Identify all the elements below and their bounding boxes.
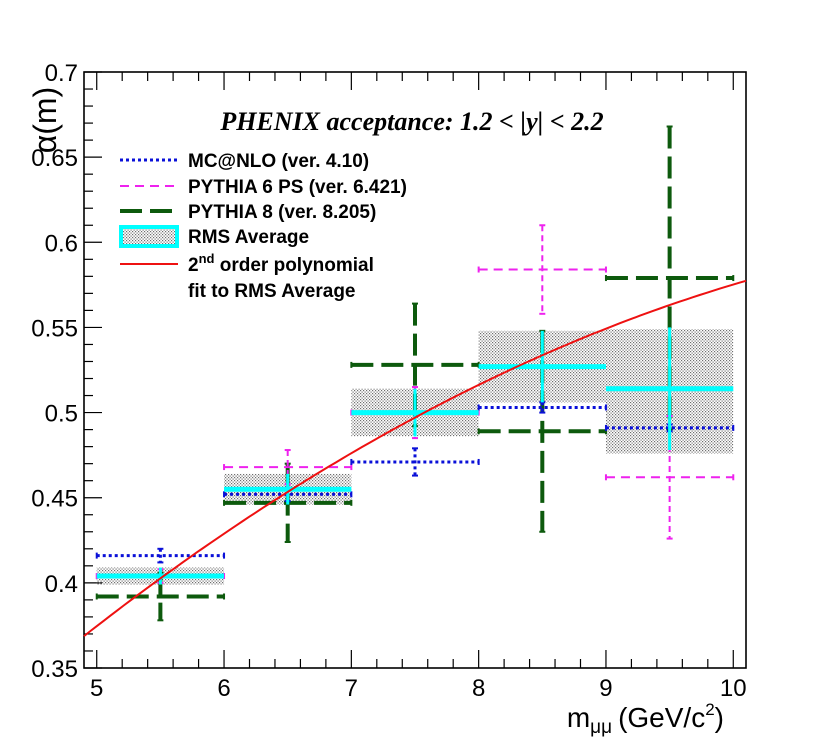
- legend-fit-label-line1: 2nd order polynomial: [188, 251, 374, 276]
- x-axis-label-close: ): [715, 702, 724, 733]
- x-axis-label: mμμ (GeV/c2): [567, 700, 724, 738]
- y-tick-label: 0.6: [45, 230, 78, 257]
- y-axis-ticks: [84, 71, 102, 669]
- y-tick-label: 0.7: [45, 60, 78, 87]
- plot-frame: [83, 71, 747, 669]
- x-axis-ticks: [96, 72, 734, 668]
- legend-pythia8-label: PYTHIA 8 (ver. 8.205): [188, 202, 376, 223]
- y-tick-label: 0.4: [45, 571, 78, 598]
- legend-pythia6-label: PYTHIA 6 PS (ver. 6.421): [188, 177, 407, 198]
- y-tick-label: 0.65: [31, 145, 78, 172]
- legend-mcnlo-label: MC@NLO (ver. 4.10): [188, 151, 369, 172]
- x-axis-label-unit: (GeV/c: [618, 702, 705, 733]
- x-tick-label: 10: [720, 675, 747, 702]
- x-tick-label: 6: [217, 675, 230, 702]
- x-tick-label: 7: [345, 675, 358, 702]
- y-axis-label: α(m): [27, 87, 63, 153]
- y-tick-label: 0.45: [31, 486, 78, 513]
- x-tick-label: 5: [90, 675, 103, 702]
- y-tick-label: 0.5: [45, 401, 78, 428]
- legend-fit-prefix: 2: [188, 255, 199, 276]
- y-tick-label: 0.55: [31, 315, 78, 342]
- legend-rms-label: RMS Average: [188, 227, 309, 248]
- x-tick-label: 9: [599, 675, 612, 702]
- data-marks: [95, 125, 735, 622]
- y-axis-tick-labels: 0.35 0.4 0.45 0.5 0.55 0.6 0.65 0.7: [31, 60, 78, 683]
- x-tick-label: 8: [472, 675, 485, 702]
- legend-rms-swatch: [119, 225, 179, 248]
- legend-fit-label-line2: fit to RMS Average: [188, 281, 356, 302]
- x-axis-label-sup: 2: [705, 700, 714, 719]
- annotation: PHENIX acceptance: 1.2 < |y| < 2.2: [219, 107, 603, 136]
- legend-fit-suffix: order polynomial: [214, 255, 373, 276]
- x-axis-tick-labels: 5 6 7 8 9 10: [90, 675, 747, 702]
- legend-fit-superscript: nd: [199, 251, 215, 266]
- legend: MC@NLO (ver. 4.10) PYTHIA 6 PS (ver. 6.4…: [119, 151, 407, 302]
- y-tick-label: 0.35: [31, 656, 78, 683]
- fit-curve: [83, 279, 747, 637]
- x-axis-label-sub: μμ: [590, 717, 612, 738]
- x-axis-label-main: m: [567, 702, 590, 733]
